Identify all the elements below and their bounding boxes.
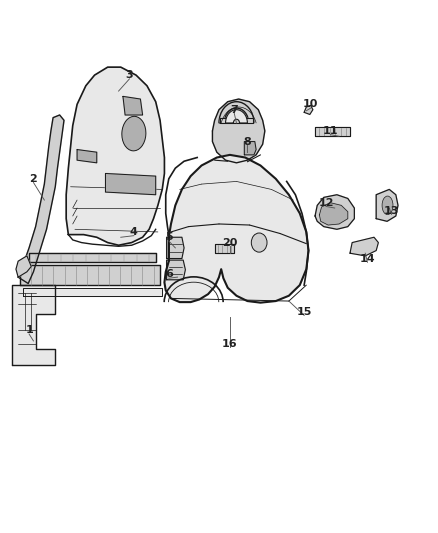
Polygon shape bbox=[106, 173, 155, 195]
Polygon shape bbox=[315, 195, 354, 229]
Polygon shape bbox=[164, 155, 308, 303]
Polygon shape bbox=[77, 150, 97, 163]
Text: 14: 14 bbox=[360, 254, 375, 263]
Polygon shape bbox=[304, 106, 313, 115]
Text: 3: 3 bbox=[126, 70, 133, 80]
Polygon shape bbox=[166, 237, 184, 259]
Polygon shape bbox=[18, 115, 64, 284]
Wedge shape bbox=[219, 102, 254, 123]
Circle shape bbox=[251, 233, 267, 252]
Text: 7: 7 bbox=[230, 104, 238, 115]
Text: 4: 4 bbox=[130, 227, 138, 237]
Text: 16: 16 bbox=[222, 338, 238, 349]
Text: 8: 8 bbox=[244, 136, 251, 147]
Text: 11: 11 bbox=[322, 126, 338, 136]
Polygon shape bbox=[244, 142, 256, 155]
Text: 5: 5 bbox=[165, 232, 173, 243]
Text: 1: 1 bbox=[25, 325, 33, 335]
Text: 6: 6 bbox=[165, 270, 173, 279]
Polygon shape bbox=[123, 96, 143, 115]
Polygon shape bbox=[12, 285, 55, 365]
Polygon shape bbox=[315, 127, 350, 136]
Ellipse shape bbox=[122, 116, 146, 151]
Text: 10: 10 bbox=[303, 99, 318, 109]
Polygon shape bbox=[319, 203, 348, 225]
Polygon shape bbox=[166, 260, 185, 280]
Ellipse shape bbox=[382, 196, 393, 215]
Wedge shape bbox=[226, 110, 247, 123]
Polygon shape bbox=[376, 189, 398, 221]
Text: 12: 12 bbox=[318, 198, 334, 208]
Text: 15: 15 bbox=[297, 306, 312, 317]
Polygon shape bbox=[29, 253, 155, 262]
Polygon shape bbox=[350, 237, 378, 256]
Text: 20: 20 bbox=[222, 238, 237, 247]
Polygon shape bbox=[16, 256, 31, 277]
Polygon shape bbox=[20, 265, 160, 285]
Polygon shape bbox=[22, 288, 162, 296]
Polygon shape bbox=[220, 118, 253, 123]
Polygon shape bbox=[212, 99, 265, 163]
Polygon shape bbox=[66, 67, 164, 245]
Text: 2: 2 bbox=[30, 174, 37, 184]
Polygon shape bbox=[215, 244, 234, 253]
Text: 13: 13 bbox=[384, 206, 399, 216]
